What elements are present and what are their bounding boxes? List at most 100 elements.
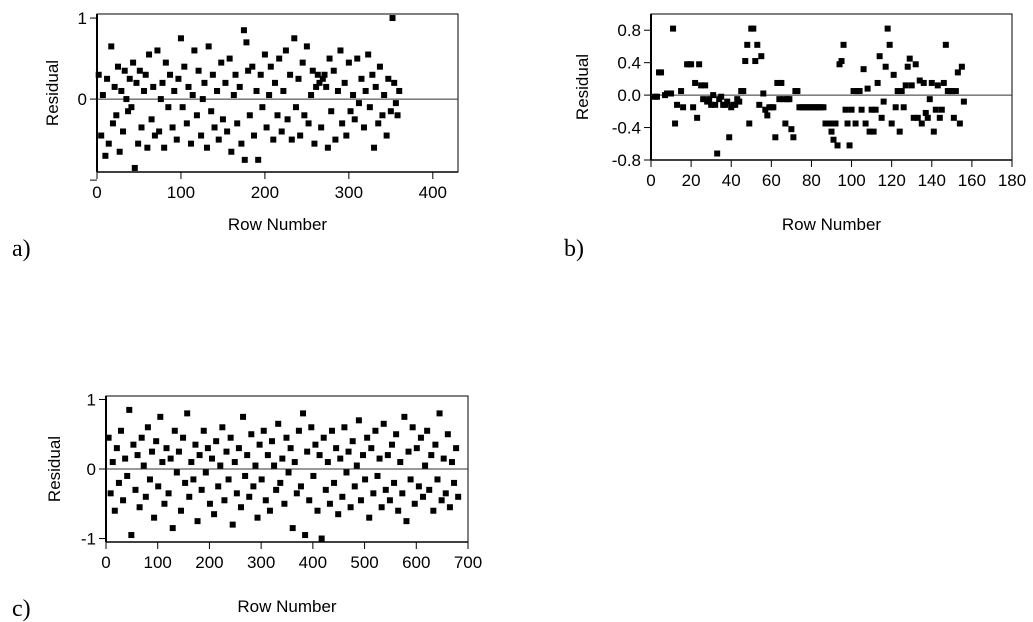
data-point [950,114,957,121]
x-tick-label: 160 [958,171,986,190]
data-point [138,124,145,131]
data-point [391,479,398,486]
y-tick-label: -1 [81,530,96,549]
data-point [283,434,290,441]
data-point [326,500,333,507]
data-point [277,479,284,486]
data-point [872,106,879,113]
data-point [405,448,412,455]
data-point [276,55,283,62]
data-point [194,518,201,525]
data-point [786,96,793,103]
y-axis-title: Residual [573,54,592,120]
data-point [108,43,115,50]
data-point [200,427,207,434]
data-point [99,92,106,99]
data-point [828,128,835,135]
data-point [690,104,697,111]
data-point [754,41,761,48]
data-point [245,67,252,74]
data-point [126,75,133,82]
data-point [910,114,917,121]
panel-b-residual-plot: b) 0 20 40 60 80 100 120 140 160 180 -0.8 -0.4 0.0 0.… [564,13,1026,262]
data-point [259,104,266,111]
data-point [702,82,709,89]
data-point [128,104,135,111]
data-point [347,108,354,115]
data-point [281,500,288,507]
data-point [205,43,212,50]
data-point [780,96,787,103]
data-point [846,142,853,149]
data-point [270,136,277,143]
data-point [324,144,331,151]
x-tick-label: 600 [402,553,430,572]
data-point [328,427,335,434]
data-point [254,514,261,521]
data-point [844,120,851,127]
data-point [195,67,202,74]
data-point [240,413,247,420]
data-point [104,75,111,82]
data-point [334,87,341,94]
data-point [132,486,139,493]
data-point [900,104,907,111]
data-point [159,79,166,86]
y-tick-label: 1 [87,390,96,409]
data-point [371,144,378,151]
y-axis-title: Residual [43,60,62,126]
data-point [244,452,251,459]
data-point [260,427,267,434]
data-point [774,79,781,86]
data-point [770,104,777,111]
data-point [838,58,845,65]
data-point [360,452,367,459]
data-point [351,483,358,490]
data-point [914,114,921,121]
data-point [151,132,158,139]
data-point [794,88,801,95]
data-point [706,96,713,103]
data-point [120,128,127,135]
data-point [291,35,298,42]
data-point [718,93,725,100]
data-point [228,148,235,155]
data-point [420,493,427,500]
data-point [308,92,315,99]
data-point [906,55,913,62]
panel-c-residual-plot: c) 0 100 200 300 400 500 600 700 -1 0 1 Row Number R… [12,390,482,622]
data-point [285,469,292,476]
data-point [455,493,462,500]
data-point [142,493,149,500]
data-point [385,75,392,82]
data-point [376,455,383,462]
data-point [752,58,759,65]
data-point [165,490,172,497]
x-tick-label: 200 [195,553,223,572]
data-point [337,455,344,462]
data-point [742,58,749,65]
data-point [758,53,765,60]
data-point [347,504,354,511]
data-point [167,455,174,462]
data-point [394,112,401,119]
data-point [916,77,923,84]
data-point [271,462,278,469]
data-point [760,90,767,97]
data-point [934,82,941,89]
data-point [136,67,143,74]
data-point [332,136,339,143]
y-tick-label: 0.4 [617,54,641,73]
data-point [892,104,899,111]
data-point [924,114,931,121]
data-point [678,88,685,95]
data-point [116,148,123,155]
data-point [113,445,120,452]
data-point [442,490,449,497]
data-point [177,35,184,42]
data-point [234,120,241,127]
data-point [123,96,130,103]
data-point [746,120,753,127]
data-point [117,427,124,434]
data-point [834,142,841,149]
